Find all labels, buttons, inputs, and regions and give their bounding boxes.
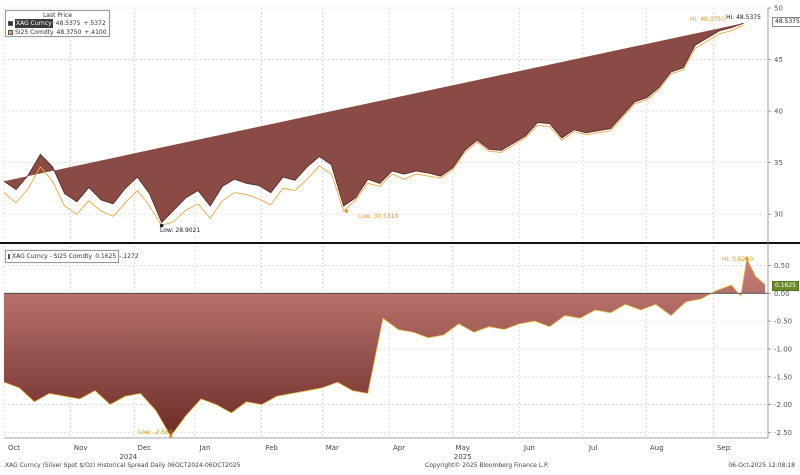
xtick-label-jul: Jul [588,444,598,452]
spread-area [4,258,765,437]
xtick-label-apr: Apr [393,444,405,452]
marker-hi-spread [745,257,749,261]
xtick-label-mar: Mar [326,444,339,452]
annotation-low-2: Low: 30.5310 [358,213,398,220]
marker-low-spread [169,434,173,438]
ytick-label-bot: -2.50 [774,429,792,437]
legend-change-spread: -.1272 [119,253,139,260]
price-legend: Last Price XAG Curncy 48.5375 +.5372 SI2… [5,10,110,37]
price-panel [3,22,744,227]
ytick-label-bot: 0.50 [774,262,790,270]
xtick-label-jun: Jun [523,444,535,452]
annotation-low-spread: Low: -2.569 [138,429,173,436]
annotation-hi-spread: Hi: 0.6250 [722,256,753,263]
ytick-label-bot: -2.00 [774,401,792,409]
series-line-si [3,24,744,227]
legend-change-xag: +.5372 [83,20,106,27]
legend-last-spread: 0.1625 [95,253,117,260]
xtick-label-nov: Nov [74,444,88,452]
legend-swatch-si [8,30,13,35]
ytick-label-top: 35 [774,159,783,167]
annotation-low-1: Low: 28.9021 [160,227,200,234]
last-spread-tag: 0.1625 [772,281,799,291]
series-line-xag [3,22,744,224]
xtick-label-feb: Feb [265,444,278,452]
xtick-label-dec: Dec [138,444,152,452]
legend-last-si: 48.3750 [56,29,82,36]
ytick-label-top: 45 [774,56,783,64]
year-label-2024: 2024 [119,453,137,461]
spread-band [4,23,744,223]
ytick-label-bot: -1.00 [774,345,792,353]
spread-legend: XAG Curncy - SI25 Comdty 0.1625 -.1272 [5,250,139,263]
xtick-label-aug: Aug [650,444,664,452]
ytick-label-top: 40 [774,108,783,116]
footer-right: 06-Oct-2025 12:08:18 [728,462,795,469]
footer-left: XAG Curncy (Silver Spot $/Oz) Historical… [5,462,241,469]
legend-swatch-spread [8,254,10,259]
ytick-label-top: 30 [774,211,783,219]
xtick-label-sep: Sep [717,444,731,452]
footer-center: Copyright© 2025 Bloomberg Finance L.P. [425,462,549,469]
ytick-label-bot: -0.50 [774,318,792,326]
legend-name-xag: XAG Curncy [15,19,53,28]
legend-entry-xag[interactable]: XAG Curncy 48.5375 +.5372 [6,19,109,28]
legend-name-spread: XAG Curncy - SI25 Comdty [12,253,93,260]
year-label-2025: 2025 [454,453,472,461]
legend-name-si: SI25 Comdty [15,29,54,36]
ytick-label-top: 50 [774,5,783,13]
marker-low-2 [344,209,349,213]
xtick-label-oct: Oct [8,444,20,452]
spread-panel [3,257,768,438]
legend-entry-si[interactable]: SI25 Comdty 48.3750 +.4100 [6,28,109,37]
ytick-label-bot: 0.00 [774,290,790,298]
chart-labels: Low: 28.9021 Low: 30.5310 Hi: 48.3750 Hi: 4… [5,14,795,469]
xtick-label-may: May [455,444,469,452]
annotation-hi-xag: Hi: 48.5375 [726,14,761,21]
last-price-tag: 48.5375 [772,17,800,27]
ytick-label-bot: -1.50 [774,373,792,381]
spread-line [3,257,766,438]
legend-title: Last Price [42,12,73,19]
axes: 3035404550-2.50-2.00-1.50-1.00-0.500.000… [0,5,800,461]
legend-change-si: +.4100 [84,29,107,36]
legend-swatch-xag [8,21,13,26]
xtick-label-jan: Jan [199,444,211,452]
legend-entry-spread[interactable]: XAG Curncy - SI25 Comdty 0.1625 -.1272 [6,251,139,262]
annotation-hi-si: Hi: 48.3750 [690,16,725,23]
legend-last-xag: 48.5375 [55,20,81,27]
marker-low-1 [159,223,164,228]
